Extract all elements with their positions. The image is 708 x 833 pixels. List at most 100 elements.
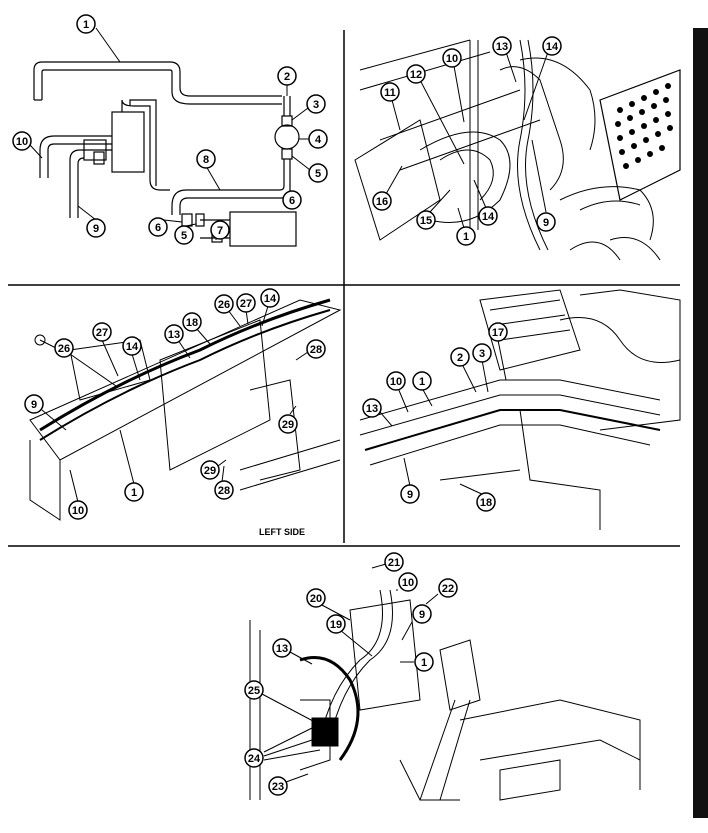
svg-text:22: 22 (442, 583, 454, 595)
callout: 1 (76, 14, 121, 63)
svg-text:1: 1 (419, 376, 425, 388)
svg-text:8: 8 (203, 154, 209, 166)
callout: 17 (488, 322, 508, 381)
svg-text:27: 27 (240, 298, 252, 310)
svg-text:1: 1 (421, 657, 427, 669)
panel-bottom (249, 589, 641, 801)
svg-text:6: 6 (155, 222, 161, 234)
callout: 14 (523, 36, 562, 121)
callout: 25 (244, 680, 331, 731)
svg-text:19: 19 (330, 619, 342, 631)
callouts-middle-right: 17 2 3 10 1 13 9 18 (362, 322, 508, 512)
svg-text:17: 17 (492, 327, 504, 339)
callout: 9 (531, 139, 556, 232)
callouts-bottom: 21 10 20 22 9 19 13 1 25 24 23 (244, 552, 458, 796)
svg-text:14: 14 (546, 41, 559, 53)
svg-text:10: 10 (390, 376, 402, 388)
svg-text:14: 14 (264, 293, 277, 305)
callout: 29 (278, 405, 298, 434)
callout: 10 (396, 572, 418, 592)
callout: 14 (473, 179, 498, 226)
callout: 18 (459, 483, 496, 512)
callout: 9 (24, 394, 67, 431)
svg-text:3: 3 (313, 99, 319, 111)
callout: 10 (12, 131, 43, 159)
svg-text:13: 13 (168, 329, 180, 341)
callout: 20 (306, 588, 351, 621)
callouts-top-left: 1 2 3 4 5 6 8 10 9 6 5 7 (12, 14, 328, 245)
svg-text:29: 29 (282, 419, 294, 431)
svg-text:9: 9 (419, 609, 425, 621)
thumb-tab-bar (693, 28, 708, 818)
callout: 13 (492, 36, 517, 83)
callout: 13 (362, 398, 393, 427)
svg-text:13: 13 (496, 41, 508, 53)
callout: 28 (214, 465, 234, 500)
svg-text:27: 27 (96, 327, 108, 339)
callout: 11 (380, 82, 401, 131)
callout: 28 (295, 339, 326, 361)
callout: 6 (148, 217, 183, 237)
callout: 1 (119, 429, 144, 502)
callout: 9 (77, 205, 106, 238)
callout: 10 (68, 469, 88, 520)
svg-text:28: 28 (218, 485, 230, 497)
svg-text:5: 5 (181, 230, 187, 242)
svg-text:14: 14 (126, 341, 139, 353)
svg-text:2: 2 (457, 352, 463, 364)
callout: 9 (401, 604, 432, 641)
callout: 1 (412, 371, 433, 407)
callout: 14 (260, 288, 280, 327)
svg-text:9: 9 (93, 223, 99, 235)
svg-text:11: 11 (384, 87, 396, 99)
callout: 3 (291, 94, 326, 121)
svg-text:21: 21 (388, 557, 400, 569)
svg-text:16: 16 (376, 196, 388, 208)
svg-text:25: 25 (248, 685, 260, 697)
callout: 22 (425, 578, 458, 605)
callout: 27 (236, 293, 256, 325)
callout: 21 (371, 552, 404, 572)
panel-dividers (8, 30, 680, 547)
svg-text:9: 9 (31, 399, 37, 411)
callout: 12 (406, 64, 465, 165)
svg-text:13: 13 (276, 643, 288, 655)
callout: 26 (54, 338, 117, 387)
svg-text:13: 13 (366, 403, 378, 415)
panel-middle-right (359, 289, 681, 530)
panel-middle-left (29, 298, 342, 521)
svg-text:2: 2 (284, 71, 290, 83)
svg-text:10: 10 (72, 505, 84, 517)
callout: 5 (174, 223, 197, 245)
callout: 10 (386, 371, 409, 413)
callouts-top-right: 13 14 10 12 11 16 15 14 1 9 (372, 36, 562, 246)
svg-text:6: 6 (289, 195, 295, 207)
callout: 16 (372, 165, 403, 211)
svg-text:12: 12 (410, 69, 422, 81)
svg-text:26: 26 (58, 343, 70, 355)
svg-text:3: 3 (479, 348, 485, 360)
callout: 23 (268, 773, 309, 796)
callout: 6 (282, 176, 302, 210)
svg-text:10: 10 (446, 53, 458, 65)
svg-text:14: 14 (482, 211, 495, 223)
callout: 29 (200, 459, 227, 480)
callout: 15 (416, 189, 451, 230)
svg-text:18: 18 (480, 497, 492, 509)
svg-text:1: 1 (83, 19, 89, 31)
callout: 24 (244, 725, 321, 768)
svg-text:10: 10 (16, 136, 28, 148)
callout: 1 (400, 652, 434, 672)
callout: 5 (291, 155, 328, 183)
svg-text:29: 29 (204, 465, 216, 477)
panel-top-left (33, 61, 300, 247)
panel-top-right (354, 39, 681, 261)
svg-text:4: 4 (315, 134, 322, 146)
svg-text:7: 7 (217, 225, 223, 237)
callout: 27 (92, 322, 119, 377)
callout: 7 (210, 220, 230, 240)
callout: 2 (450, 347, 477, 393)
svg-text:10: 10 (402, 577, 414, 589)
svg-text:5: 5 (315, 168, 321, 180)
svg-text:15: 15 (420, 215, 432, 227)
